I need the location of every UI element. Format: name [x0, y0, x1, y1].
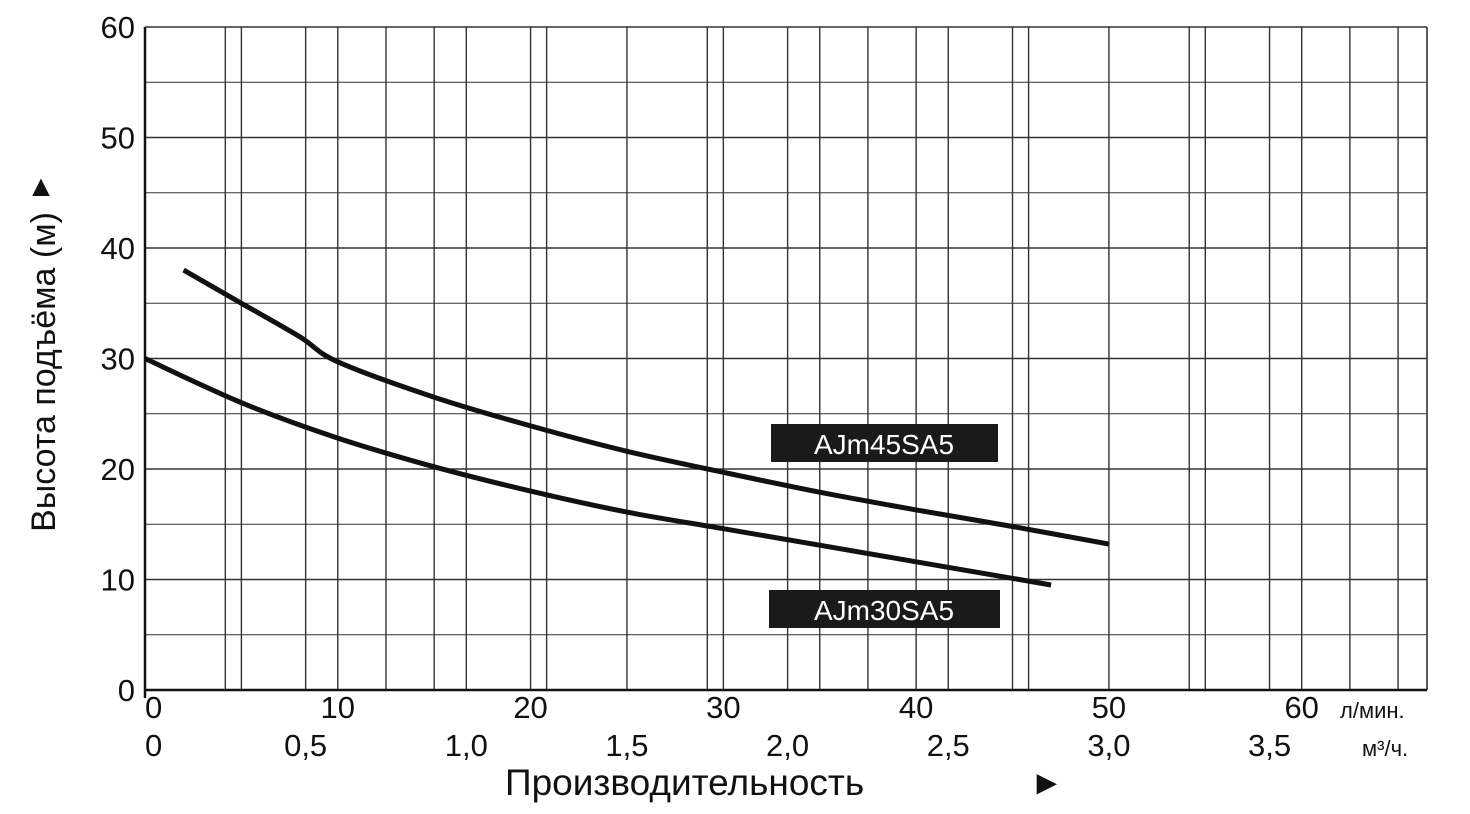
y-tick-label: 0 — [118, 673, 135, 708]
x-tick-label-lmin: 10 — [321, 690, 355, 725]
x-tick-label-m3h: 2,5 — [927, 728, 970, 763]
label-layer: AJm45SA5 AJm30SA5 — [769, 424, 1000, 628]
y-tick-label: 50 — [101, 121, 135, 156]
series-label-ajm30sa5: AJm30SA5 — [814, 595, 954, 626]
y-axis-label: Высота подъёма (м) — [25, 212, 63, 532]
x-tick-label-m3h: 3,5 — [1248, 728, 1291, 763]
x-tick-label-lmin: 0 — [145, 690, 162, 725]
axis-layer: Высота подъёма (м) ▲ Производительность … — [25, 170, 1408, 803]
x-unit-lmin: л/мин. — [1340, 698, 1405, 723]
x-tick-label-lmin: 50 — [1092, 690, 1126, 725]
series-label-box-ajm45sa5 — [771, 424, 998, 462]
series-layer — [143, 267, 1110, 588]
y-tick-label: 60 — [101, 10, 135, 45]
grid-layer — [143, 26, 1428, 698]
x-tick-label-m3h: 1,0 — [445, 728, 488, 763]
series-label-ajm45sa5: AJm45SA5 — [814, 429, 954, 460]
x-tick-label-lmin: 60 — [1284, 690, 1318, 725]
x-tick-label-lmin: 20 — [513, 690, 547, 725]
tick-layer: 0 10 20 30 40 50 60 0 10 20 30 40 50 60 0 0,5 1,0 1,5 2,0 2… — [101, 10, 1319, 763]
curve-ajm30sa5 — [143, 356, 1052, 588]
x-tick-label-m3h: 0,5 — [284, 728, 327, 763]
y-tick-label: 40 — [101, 231, 135, 266]
x-tick-label-lmin: 30 — [706, 690, 740, 725]
curve-ajm45sa5 — [182, 267, 1110, 547]
y-tick-label: 10 — [101, 563, 135, 598]
y-tick-label: 30 — [101, 342, 135, 377]
x-axis-label: Производительность — [505, 762, 864, 803]
x-tick-label-m3h: 1,5 — [605, 728, 648, 763]
y-tick-label: 20 — [101, 452, 135, 487]
x-tick-label-m3h: 2,0 — [766, 728, 809, 763]
x-unit-m3h: м³/ч. — [1362, 736, 1408, 761]
y-axis-arrow-icon: ▲ — [26, 170, 56, 203]
x-axis-arrow-icon: ► — [1030, 764, 1064, 802]
x-tick-label-lmin: 40 — [899, 690, 933, 725]
x-tick-label-m3h: 3,0 — [1087, 728, 1130, 763]
series-label-box-ajm30sa5 — [769, 590, 1000, 628]
x-tick-label-m3h: 0 — [145, 728, 162, 763]
